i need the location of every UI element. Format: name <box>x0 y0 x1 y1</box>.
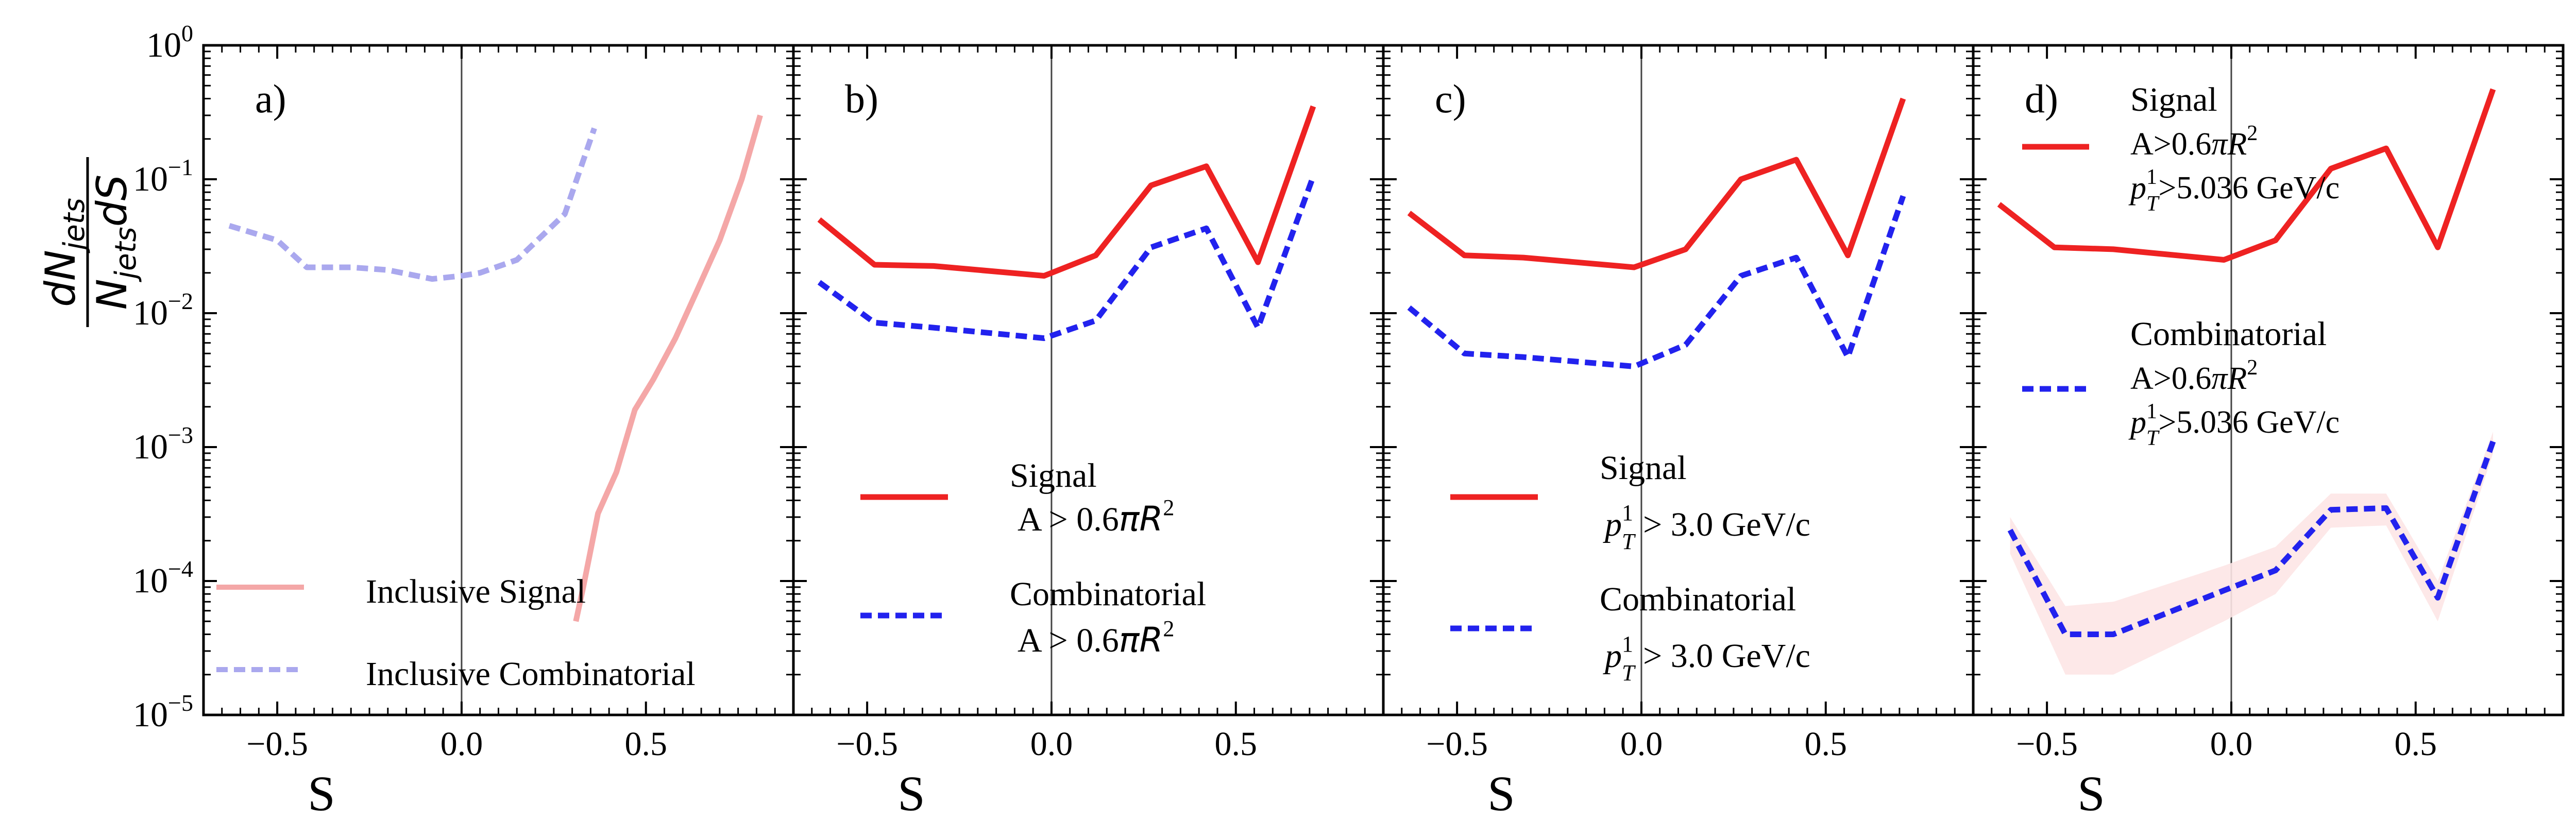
x-tick-label: −0.5 <box>2016 725 2078 763</box>
ylabel-numerator: dNjets <box>37 198 91 307</box>
x-tick-label: 0.5 <box>625 725 668 763</box>
panel-c: −0.5 0.0 0.5 Sc) <box>1382 44 1975 821</box>
y-tick-label: 100 <box>146 20 193 64</box>
panel-b: −0.5 0.0 0.5 Sb) <box>792 44 1385 821</box>
panel-label: d) <box>2025 76 2058 121</box>
x-axis-label: S <box>1487 766 1515 821</box>
x-axis-label: S <box>308 766 335 821</box>
y-tick-label: 10−1 <box>133 154 193 198</box>
uncertainty-band <box>2010 432 2493 675</box>
legend-title-combinatorial: Combinatorial <box>2130 315 2327 353</box>
x-tick-label: 0.0 <box>1620 725 1663 763</box>
panel-label: b) <box>845 76 878 121</box>
series-signal <box>1407 97 1906 270</box>
ylabel-denominator: NjetsdS <box>88 175 143 310</box>
y-tick-label: 10−2 <box>133 288 193 332</box>
series-inclusive-combinatorial <box>228 127 597 282</box>
legend-cut-signal-pt: p1 T>5.036 GeV/c <box>2128 165 2340 216</box>
x-tick-label: 0.5 <box>2395 725 2437 763</box>
x-tick-label: 0.0 <box>440 725 483 763</box>
x-tick-label: 0.5 <box>1805 725 1848 763</box>
legend-label-inclusive-signal: Inclusive Signal <box>366 573 586 610</box>
legend-title-signal: Signal <box>1010 457 1097 494</box>
legend-panel-a: Inclusive Signal Inclusive Combinatorial <box>216 573 696 693</box>
legend-title-signal: Signal <box>1600 449 1687 487</box>
panel-label: c) <box>1435 76 1466 121</box>
series-combinatorial <box>817 175 1316 341</box>
series-combinatorial <box>2007 440 2496 637</box>
panel-label: a) <box>255 76 286 121</box>
x-tick-label: 0.0 <box>1030 725 1073 763</box>
legend-cut-signal: A > 0.6πR2 <box>1018 495 1174 539</box>
series-combinatorial <box>1407 195 1906 369</box>
legend-cut-combinatorial-area: A>0.6πR2 <box>2130 356 2258 396</box>
legend-panel-c: Signal p1 T > 3.0 GeV/c Combinatorial p1 T… <box>1450 449 1810 686</box>
y-tick-label: 10−4 <box>133 556 193 600</box>
legend-cut-signal: p1 T > 3.0 GeV/c <box>1603 500 1810 554</box>
x-tick-label: 0.5 <box>1215 725 1258 763</box>
plot-frame <box>1972 44 2565 716</box>
x-tick-label: −0.5 <box>836 725 898 763</box>
panel-a: −0.5 0.0 0.5 Sa) <box>202 44 795 821</box>
legend-cut-signal-area: A>0.6πR2 <box>2130 122 2258 162</box>
x-tick-label: 0.0 <box>2210 725 2253 763</box>
x-tick-label: −0.5 <box>246 725 308 763</box>
legend-title-combinatorial: Combinatorial <box>1600 580 1796 618</box>
legend-panel-b: Signal A > 0.6πR2 Combinatorial A > 0.6π… <box>860 457 1206 660</box>
legend-cut-combinatorial: A > 0.6πR2 <box>1018 616 1174 660</box>
legend-title-combinatorial: Combinatorial <box>1010 575 1206 613</box>
y-tick-labels: 100 10−1 10−2 10−3 10−4 10−5 <box>133 20 193 734</box>
legend-title-signal: Signal <box>2130 81 2217 118</box>
y-tick-label: 10−3 <box>133 422 193 466</box>
series-signal <box>1997 88 2496 263</box>
panel-d: −0.5 0.0 0.5 Sd) <box>1972 44 2565 821</box>
x-axis-label: S <box>897 766 925 821</box>
x-axis-label: S <box>2077 766 2105 821</box>
series-inclusive-signal <box>573 114 763 622</box>
x-tick-label: −0.5 <box>1426 725 1488 763</box>
legend-label-inclusive-combinatorial: Inclusive Combinatorial <box>366 655 696 693</box>
plot-frame <box>202 44 795 716</box>
legend-panel-d: Signal A>0.6πR2 p1 T>5.036 GeV/c Combinat… <box>2022 81 2340 450</box>
legend-cut-combinatorial-pt: p1 T>5.036 GeV/c <box>2128 400 2340 450</box>
legend-cut-combinatorial: p1 T > 3.0 GeV/c <box>1603 631 1810 686</box>
y-tick-label: 10−5 <box>133 690 193 734</box>
y-axis-label: dNjets NjetsdS <box>37 157 143 327</box>
series-signal <box>817 105 1316 279</box>
